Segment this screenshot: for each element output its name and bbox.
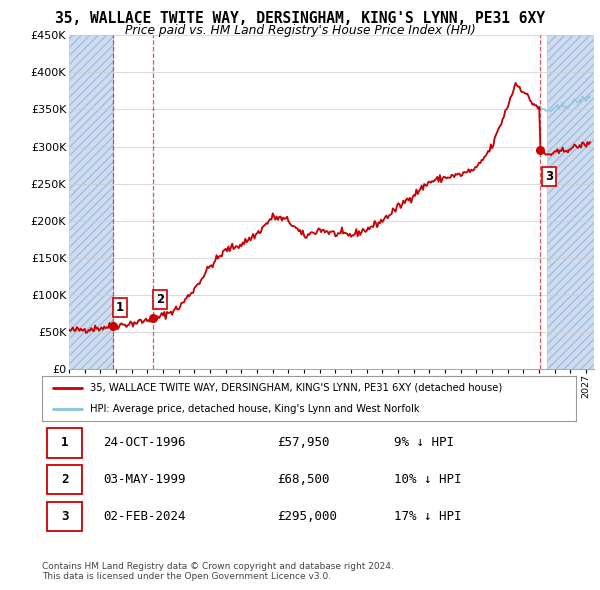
- FancyBboxPatch shape: [47, 465, 82, 494]
- Text: HPI: Average price, detached house, King's Lynn and West Norfolk: HPI: Average price, detached house, King…: [90, 404, 419, 414]
- Bar: [547, 35, 598, 369]
- Text: 17% ↓ HPI: 17% ↓ HPI: [394, 510, 462, 523]
- Text: 35, WALLACE TWITE WAY, DERSINGHAM, KING'S LYNN, PE31 6XY: 35, WALLACE TWITE WAY, DERSINGHAM, KING'…: [55, 11, 545, 25]
- Text: 1: 1: [61, 437, 68, 450]
- Text: 02-FEB-2024: 02-FEB-2024: [103, 510, 186, 523]
- Text: Price paid vs. HM Land Registry's House Price Index (HPI): Price paid vs. HM Land Registry's House …: [125, 24, 475, 37]
- Text: £57,950: £57,950: [277, 437, 329, 450]
- Text: £68,500: £68,500: [277, 473, 329, 486]
- Text: 2: 2: [155, 293, 164, 306]
- Bar: [69, 35, 113, 369]
- Text: 2: 2: [61, 473, 68, 486]
- FancyBboxPatch shape: [47, 502, 82, 531]
- Text: Contains HM Land Registry data © Crown copyright and database right 2024.
This d: Contains HM Land Registry data © Crown c…: [42, 562, 394, 581]
- Text: 10% ↓ HPI: 10% ↓ HPI: [394, 473, 462, 486]
- Text: 1: 1: [116, 301, 124, 314]
- FancyBboxPatch shape: [47, 428, 82, 458]
- Text: 24-OCT-1996: 24-OCT-1996: [103, 437, 186, 450]
- Text: 3: 3: [545, 170, 553, 183]
- Text: £295,000: £295,000: [277, 510, 337, 523]
- Text: 03-MAY-1999: 03-MAY-1999: [103, 473, 186, 486]
- Text: 3: 3: [61, 510, 68, 523]
- Text: 9% ↓ HPI: 9% ↓ HPI: [394, 437, 454, 450]
- Text: 35, WALLACE TWITE WAY, DERSINGHAM, KING'S LYNN, PE31 6XY (detached house): 35, WALLACE TWITE WAY, DERSINGHAM, KING'…: [90, 383, 502, 393]
